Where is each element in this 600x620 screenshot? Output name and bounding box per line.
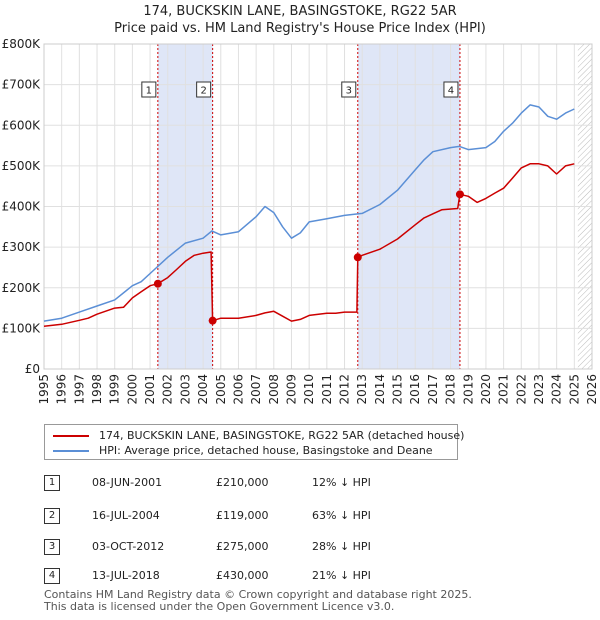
x-tick-label: 2009 [284,374,298,405]
x-tick-label: 2018 [444,374,458,405]
transaction-point [153,279,162,288]
x-tick-label: 2014 [373,374,387,405]
series-line-property [43,163,575,328]
footer: Contains HM Land Registry data © Crown c… [44,589,472,613]
transaction-hpi-diff: 63% ↓ HPI [312,509,371,522]
x-tick-label: 2022 [514,374,528,405]
y-tick-label: £500K [2,159,42,173]
x-tick-label: 2005 [214,374,228,405]
transaction-point [455,190,464,199]
x-tick-label: 2015 [391,374,405,405]
transaction-point [353,253,362,262]
transaction-hpi-diff: 21% ↓ HPI [312,569,371,582]
transaction-label: 3 [346,86,352,97]
plot-border [43,43,593,370]
legend-swatch-property [53,435,89,437]
table-row: 4 13-JUL-2018 £430,000 21% ↓ HPI [44,566,564,586]
transaction-date: 03-OCT-2012 [92,540,165,553]
transaction-label: 4 [448,86,454,97]
x-tick-label: 2023 [532,374,546,405]
x-tick-label: 1997 [72,374,86,405]
transaction-number-badge: 3 [44,539,60,555]
x-tick-label: 2002 [161,374,175,405]
footer-line1: Contains HM Land Registry data © Crown c… [44,588,472,601]
transaction-hpi-diff: 28% ↓ HPI [312,540,371,553]
y-tick-label: £600K [2,118,42,132]
x-tick-label: 2013 [355,374,369,405]
transaction-price: £119,000 [216,509,269,522]
x-tick-label: 1998 [90,374,104,405]
x-tick-label: 2026 [585,374,599,405]
x-tick-label: 2000 [125,374,139,405]
x-tick-label: 2007 [249,374,263,405]
transaction-date: 08-JUN-2001 [92,476,163,489]
x-tick-label: 2025 [567,374,581,405]
x-tick-label: 1996 [55,374,69,405]
x-tick-label: 2003 [178,374,192,405]
y-tick-label: £100K [2,321,42,335]
x-tick-label: 2024 [550,374,564,405]
legend-label-property: 174, BUCKSKIN LANE, BASINGSTOKE, RG22 5A… [99,429,465,442]
transaction-hpi-diff: 12% ↓ HPI [312,476,371,489]
chart-title-line1: 174, BUCKSKIN LANE, BASINGSTOKE, RG22 5A… [143,4,457,19]
table-row: 1 08-JUN-2001 £210,000 12% ↓ HPI [44,473,564,493]
x-tick-label: 2012 [338,374,352,405]
x-tick-label: 2001 [143,374,157,405]
y-tick-label: £0 [25,362,40,376]
transaction-date: 13-JUL-2018 [92,569,160,582]
chart-title-line2: Price paid vs. HM Land Registry's House … [114,21,486,36]
table-row: 3 03-OCT-2012 £275,000 28% ↓ HPI [44,537,564,557]
transaction-label-box [443,81,459,98]
transaction-label-box [341,81,357,98]
y-tick-label: £400K [2,200,42,214]
footer-line2: This data is licensed under the Open Gov… [44,600,395,613]
x-tick-label: 1995 [37,374,51,405]
transaction-number-badge: 4 [44,568,60,584]
x-tick-label: 2010 [302,374,316,405]
x-tick-label: 2019 [461,374,475,405]
series-line-hpi [43,104,575,322]
x-tick-label: 2021 [497,374,511,405]
transaction-label-box [141,81,157,98]
transaction-number-badge: 2 [44,508,60,524]
transaction-label-box [196,81,212,98]
x-tick-label: 2020 [479,374,493,405]
y-tick-label: £700K [2,78,42,92]
y-tick-label: £300K [2,240,42,254]
x-tick-label: 2016 [408,374,422,405]
table-row: 2 16-JUL-2004 £119,000 63% ↓ HPI [44,506,564,526]
transaction-label: 1 [146,86,152,97]
legend-label-hpi: HPI: Average price, detached house, Basi… [99,444,433,457]
x-tick-label: 2004 [196,374,210,405]
x-tick-label: 2011 [320,374,334,405]
x-tick-label: 2006 [231,374,245,405]
transaction-number-badge: 1 [44,475,60,491]
legend: 174, BUCKSKIN LANE, BASINGSTOKE, RG22 5A… [44,424,464,460]
x-tick-label: 2008 [267,374,281,405]
price-chart: £0 £100K £200K £300K £400K £500K £600K £700K £80… [2,37,599,405]
transaction-price: £210,000 [216,476,269,489]
transaction-point [208,316,217,325]
transaction-label: 2 [200,86,206,97]
y-tick-label: £200K [2,281,42,295]
transaction-price: £430,000 [216,569,269,582]
transaction-date: 16-JUL-2004 [92,509,160,522]
x-tick-label: 2017 [426,374,440,405]
y-tick-label: £800K [2,37,42,51]
transaction-price: £275,000 [216,540,269,553]
legend-swatch-hpi [53,450,89,452]
x-tick-label: 1999 [108,374,122,405]
chart-title: 174, BUCKSKIN LANE, BASINGSTOKE, RG22 5A… [0,3,600,37]
